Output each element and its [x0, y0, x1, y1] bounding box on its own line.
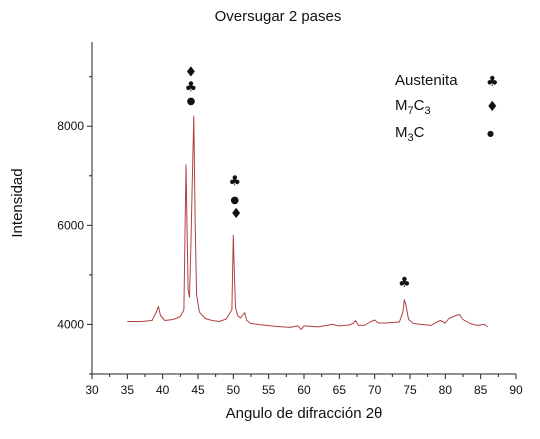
- y-tick-label: 4000: [57, 317, 84, 331]
- peak-marker: ♣: [228, 174, 241, 190]
- peak-marker: ♣: [185, 80, 198, 96]
- legend-label-austenita: Austenita: [395, 72, 458, 89]
- legend-m7c3-text: M7C3: [395, 97, 431, 117]
- x-tick-label: 45: [191, 383, 205, 397]
- x-tick-label: 50: [227, 383, 241, 397]
- peak-marker: ●: [230, 195, 239, 206]
- x-tick-label: 70: [368, 383, 382, 397]
- plot-area: [127, 115, 488, 330]
- x-tick-label: 60: [297, 383, 311, 397]
- peak-marker: ♦: [230, 206, 243, 222]
- legend: Austenita ♣ M7C3 ♦ M3C ●: [395, 72, 499, 144]
- x-tick-label: 90: [509, 383, 523, 397]
- x-tick-label: 40: [156, 383, 170, 397]
- chart-title: Oversugar 2 pases: [215, 8, 342, 25]
- peak-marker: ♣: [398, 275, 411, 291]
- x-tick-label: 65: [333, 383, 347, 397]
- x-tick-label: 75: [403, 383, 417, 397]
- x-tick-label: 55: [262, 383, 276, 397]
- legend-symbol-club: ♣: [486, 74, 499, 90]
- legend-label-m7c3: M7C3: [395, 97, 431, 117]
- x-tick-label: 35: [121, 383, 135, 397]
- peak-marker: ●: [187, 96, 196, 107]
- x-axis-label: Angulo de difracción 2θ: [226, 405, 383, 422]
- peak-marker: ♦: [185, 65, 198, 81]
- axes: [91, 42, 516, 375]
- x-tick-label: 80: [439, 383, 453, 397]
- y-tick-label: 6000: [57, 218, 84, 232]
- y-axis-label: Intensidad: [9, 168, 26, 237]
- legend-label-m3c: M3C: [395, 124, 425, 144]
- legend-symbol-diamond: ♦: [486, 99, 499, 115]
- tick-group: 30 35 40 45 50 55 60 65 70 75 80 85 90 4000 6000 8000: [57, 76, 523, 397]
- legend-symbol-dot: ●: [487, 129, 494, 138]
- x-tick-label: 85: [474, 383, 488, 397]
- peak-markers: ♦♣●♣●♦♣: [185, 65, 411, 291]
- y-tick-label: 8000: [57, 119, 84, 133]
- series-line-0: [127, 115, 488, 330]
- legend-m3c-text: M3C: [395, 124, 425, 144]
- x-tick-label: 30: [85, 383, 99, 397]
